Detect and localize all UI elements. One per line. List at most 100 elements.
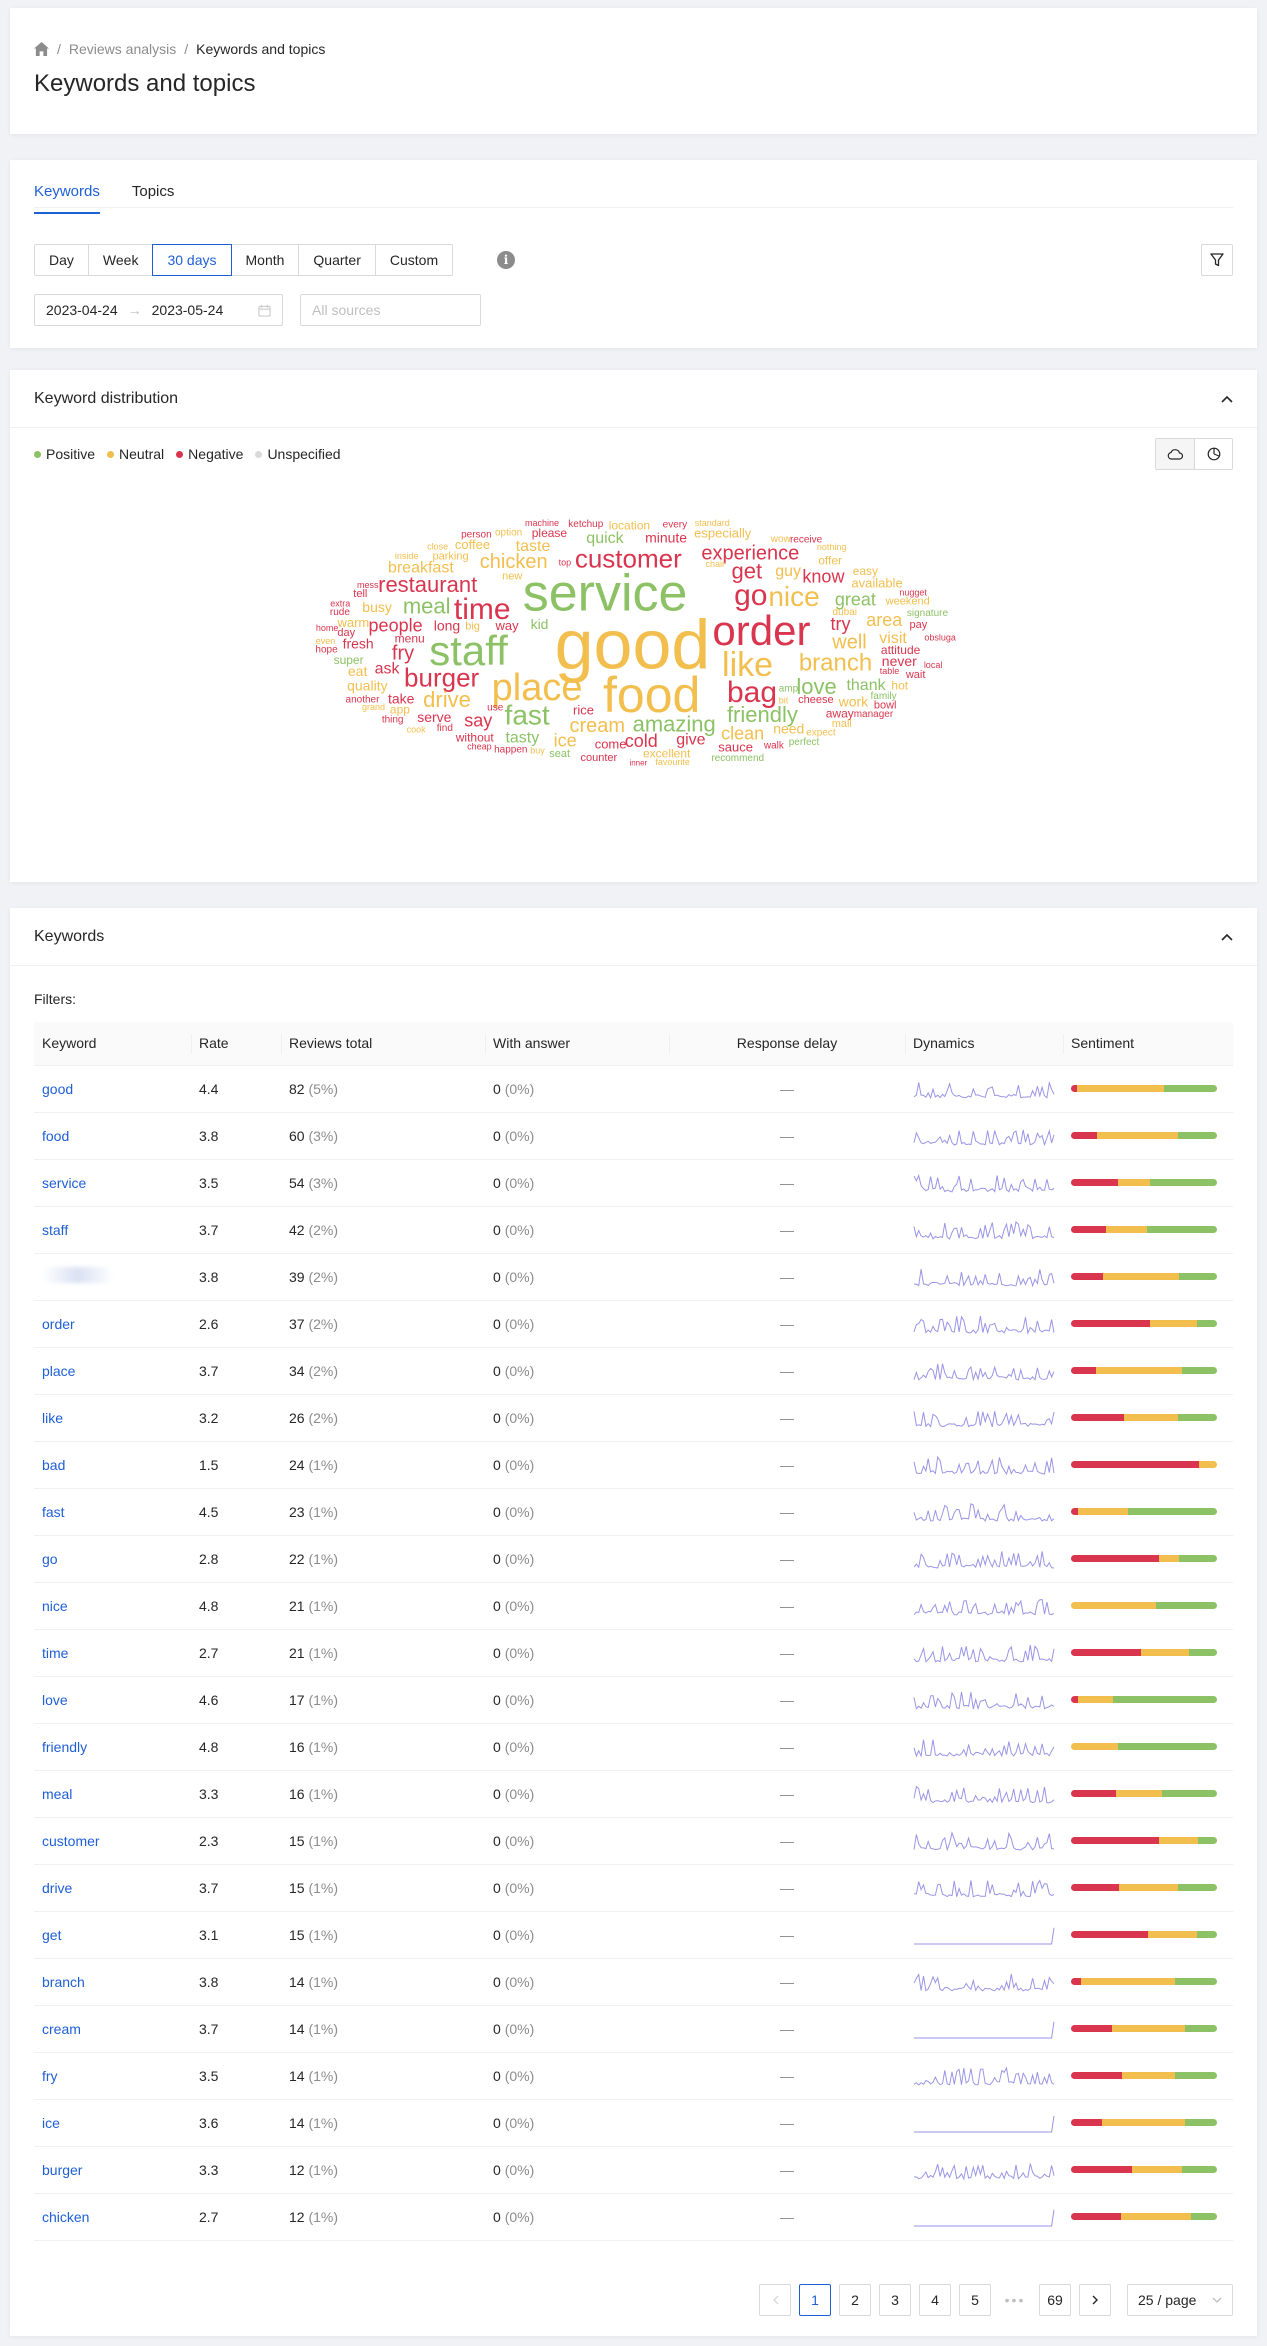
cloud-word[interactable]: wow	[770, 534, 792, 545]
cloud-word[interactable]: happen	[494, 744, 527, 755]
cloud-word[interactable]: cook	[407, 724, 427, 734]
cloud-word[interactable]: expect	[806, 728, 836, 739]
cloud-word[interactable]: friendly	[727, 702, 798, 727]
keyword-link[interactable]: friendly	[34, 1723, 191, 1771]
cloud-word[interactable]: well	[831, 631, 866, 653]
cloud-word[interactable]: cold	[625, 731, 658, 751]
keyword-link[interactable]: staff	[34, 1206, 191, 1254]
col-keyword[interactable]: Keyword	[34, 1022, 191, 1066]
cloud-word[interactable]: burger	[404, 663, 479, 693]
page-2-button[interactable]: 2	[839, 2284, 871, 2316]
cloud-word[interactable]: kid	[531, 616, 549, 632]
table-row[interactable]: time 2.7 21 (1%) 0 (0%) —	[34, 1629, 1233, 1677]
pagination-ellipsis[interactable]: •••	[999, 2284, 1031, 2316]
keyword-link[interactable]: love	[34, 1676, 191, 1724]
table-row[interactable]: customer 2.3 15 (1%) 0 (0%) —	[34, 1817, 1233, 1865]
cloud-word[interactable]: come	[595, 737, 627, 752]
keyword-link[interactable]: like	[34, 1394, 191, 1442]
collapse-chevron-up-icon[interactable]	[1221, 395, 1233, 403]
cloud-word[interactable]: home	[316, 623, 339, 633]
cloud-word[interactable]: without	[455, 730, 495, 744]
cloud-word[interactable]: every	[663, 519, 687, 530]
cloud-word[interactable]: minute	[645, 530, 687, 546]
keyword-link-redacted[interactable]	[34, 1253, 191, 1301]
cloud-word[interactable]: mess	[357, 580, 379, 590]
cloud-word[interactable]: serve	[417, 709, 451, 725]
cloud-word[interactable]: food	[603, 667, 700, 723]
keyword-link[interactable]: nice	[34, 1582, 191, 1630]
cloud-word[interactable]: cheese	[798, 694, 833, 706]
cloud-word[interactable]: thing	[382, 715, 404, 726]
next-page-button[interactable]	[1079, 2284, 1111, 2316]
cloud-word[interactable]: offer	[818, 553, 842, 567]
prev-page-button[interactable]	[759, 2284, 791, 2316]
cloud-word[interactable]: nothing	[817, 542, 847, 552]
cloud-word[interactable]: quick	[586, 530, 624, 547]
cloud-word[interactable]: people	[369, 616, 423, 636]
keyword-link[interactable]: meal	[34, 1770, 191, 1818]
cloud-word[interactable]: dubai	[833, 607, 857, 618]
cloud-word[interactable]: sauce	[718, 739, 753, 754]
table-row[interactable]: bad 1.5 24 (1%) 0 (0%) —	[34, 1441, 1233, 1489]
cloud-word[interactable]: tell	[353, 588, 367, 600]
table-row[interactable]: friendly 4.8 16 (1%) 0 (0%) —	[34, 1723, 1233, 1771]
cloud-word[interactable]: eat	[348, 663, 368, 679]
table-row[interactable]: like 3.2 26 (2%) 0 (0%) —	[34, 1394, 1233, 1442]
keyword-link[interactable]: get	[34, 1911, 191, 1959]
cloud-word[interactable]: recommend	[711, 753, 764, 764]
cloud-word[interactable]: chair	[705, 559, 725, 569]
cloud-word[interactable]: bag	[727, 676, 777, 709]
cloud-word[interactable]: please	[532, 526, 568, 540]
cloud-word[interactable]: another	[346, 695, 381, 706]
legend-neutral[interactable]: Neutral	[107, 446, 164, 462]
cloud-word[interactable]: even	[316, 636, 336, 646]
date-range-picker[interactable]: 2023-04-24 → 2023-05-24	[34, 294, 283, 326]
cloud-word[interactable]: warm	[336, 615, 369, 630]
table-row[interactable]: go 2.8 22 (1%) 0 (0%) —	[34, 1535, 1233, 1583]
date-end[interactable]: 2023-05-24	[151, 302, 224, 318]
cloud-word[interactable]: pay	[910, 619, 928, 631]
cloud-word[interactable]: cream	[569, 715, 625, 737]
info-icon[interactable]: i	[497, 251, 515, 269]
cloud-word[interactable]: rude	[330, 607, 350, 618]
col-reviews-total[interactable]: Reviews total	[281, 1022, 485, 1066]
cloud-word[interactable]: location	[609, 519, 650, 533]
cloud-word[interactable]: app	[390, 703, 410, 717]
cloud-word[interactable]: bit	[779, 696, 789, 706]
table-row[interactable]: fast 4.5 23 (1%) 0 (0%) —	[34, 1488, 1233, 1536]
cloud-word[interactable]: visit	[879, 630, 907, 647]
cloud-word[interactable]: staff	[429, 627, 508, 674]
cloud-word[interactable]: hope	[315, 644, 338, 655]
cloud-word[interactable]: buy	[530, 746, 545, 756]
cloud-word[interactable]: cheap	[467, 741, 492, 751]
table-row[interactable]: staff 3.7 42 (2%) 0 (0%) —	[34, 1206, 1233, 1254]
cloud-word[interactable]: obsluga	[924, 632, 956, 642]
col-with-answer[interactable]: With answer	[485, 1022, 669, 1066]
cloud-word[interactable]: busy	[362, 599, 392, 615]
cloud-word[interactable]: close	[427, 542, 448, 552]
keyword-link[interactable]: service	[34, 1159, 191, 1207]
cloud-word[interactable]: easy	[853, 564, 878, 578]
cloud-word[interactable]: meal	[403, 593, 451, 618]
legend-positive[interactable]: Positive	[34, 446, 95, 462]
cloud-word[interactable]: customer	[575, 543, 682, 573]
cloud-word[interactable]: way	[495, 618, 520, 633]
cloud-view-button[interactable]	[1156, 439, 1194, 469]
cloud-word[interactable]: fry	[392, 643, 414, 665]
cloud-word[interactable]: order	[712, 607, 810, 654]
col-response-delay[interactable]: Response delay	[669, 1022, 905, 1066]
table-row[interactable]: meal 3.3 16 (1%) 0 (0%) —	[34, 1770, 1233, 1818]
page-1-button[interactable]: 1	[799, 2284, 831, 2316]
cloud-word[interactable]: get	[731, 558, 762, 583]
cloud-word[interactable]: menu	[395, 632, 425, 646]
cloud-word[interactable]: fresh	[343, 636, 374, 652]
cloud-word[interactable]: table	[880, 666, 900, 676]
cloud-word[interactable]: top	[559, 558, 572, 568]
cloud-word[interactable]: new	[502, 571, 522, 583]
cloud-word[interactable]: work	[838, 694, 870, 710]
home-icon[interactable]	[34, 42, 49, 56]
cloud-word[interactable]: service	[523, 565, 688, 623]
keyword-link[interactable]: fry	[34, 2052, 191, 2100]
cloud-word[interactable]: option	[495, 528, 522, 539]
chart-view-button[interactable]	[1194, 439, 1232, 469]
